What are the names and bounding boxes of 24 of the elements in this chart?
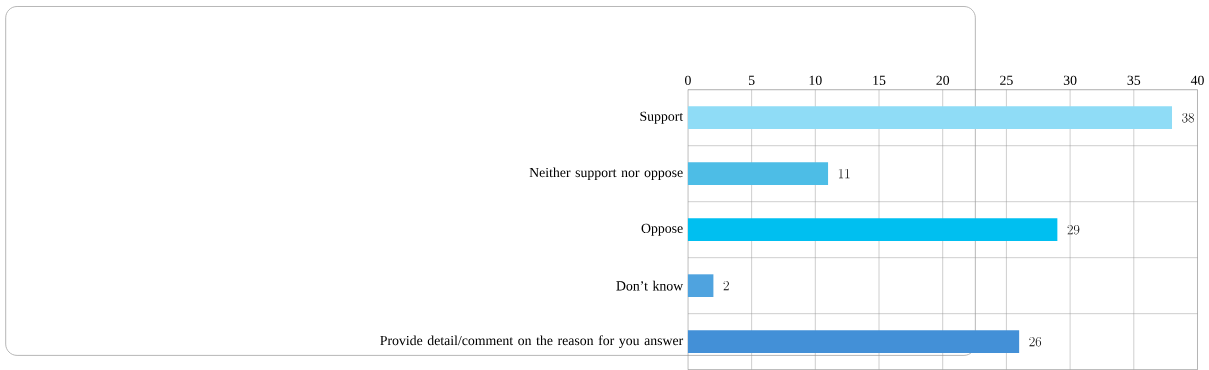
bar bbox=[687, 106, 1173, 130]
bar bbox=[687, 330, 1020, 354]
x-tick-label: 5 bbox=[748, 75, 755, 86]
data-label: 2 bbox=[723, 280, 729, 291]
x-tick-label: 25 bbox=[1000, 75, 1013, 86]
y-tick-label: Neither support nor oppose bbox=[529, 167, 683, 180]
y-tick-label: Don’t know bbox=[616, 280, 684, 291]
x-tick-label: 40 bbox=[1190, 75, 1204, 86]
x-tick-label: 20 bbox=[936, 75, 950, 86]
x-tick-label: 30 bbox=[1063, 75, 1077, 86]
x-tick-label: 10 bbox=[809, 75, 822, 86]
data-label: 38 bbox=[1182, 113, 1195, 123]
x-tick-label: 35 bbox=[1127, 75, 1141, 86]
data-label: 11 bbox=[838, 169, 850, 179]
y-tick-label: Support bbox=[640, 111, 684, 124]
x-tick-label: 15 bbox=[873, 75, 886, 86]
data-label: 26 bbox=[1029, 336, 1042, 347]
bar bbox=[687, 274, 714, 298]
x-tick-label: 0 bbox=[685, 75, 691, 86]
bar bbox=[687, 162, 829, 186]
y-tick-label: Provide detail/comment on the reason for you answer bbox=[380, 335, 684, 349]
bar bbox=[687, 218, 1058, 242]
y-tick-label: Oppose bbox=[641, 223, 683, 236]
data-label: 29 bbox=[1067, 224, 1080, 235]
